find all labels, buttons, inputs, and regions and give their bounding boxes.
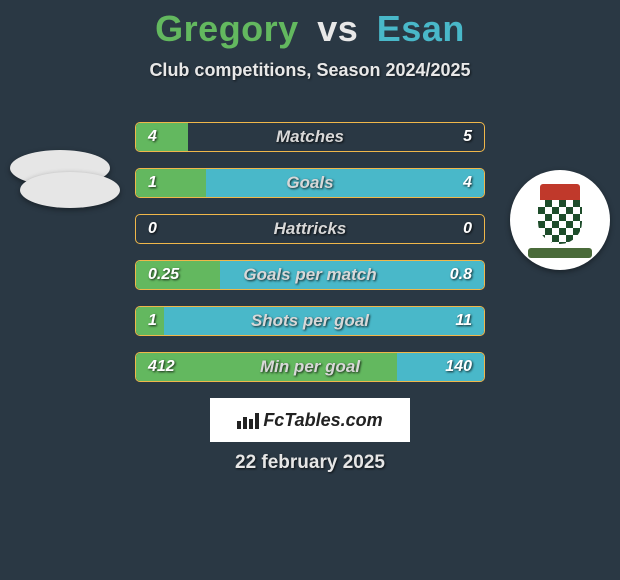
stat-right-value: 4 xyxy=(463,174,472,192)
stat-row: 0.25Goals per match0.8 xyxy=(135,260,485,290)
stat-label: Hattricks xyxy=(136,219,484,239)
fctables-chart-icon xyxy=(237,411,259,429)
stat-row: 4Matches5 xyxy=(135,122,485,152)
stat-right-value: 0 xyxy=(463,220,472,238)
player1-name: Gregory xyxy=(155,8,299,49)
stat-label: Min per goal xyxy=(136,357,484,377)
stat-row: 1Shots per goal11 xyxy=(135,306,485,336)
stat-row: 1Goals4 xyxy=(135,168,485,198)
stats-bars: 4Matches51Goals40Hattricks00.25Goals per… xyxy=(135,122,485,398)
stat-row: 0Hattricks0 xyxy=(135,214,485,244)
comparison-title: Gregory vs Esan xyxy=(0,0,620,50)
stat-right-value: 140 xyxy=(445,358,472,376)
player1-badge xyxy=(10,118,110,218)
stat-right-value: 5 xyxy=(463,128,472,146)
date-label: 22 february 2025 xyxy=(0,452,620,474)
stat-right-value: 11 xyxy=(455,312,472,330)
stat-label: Goals xyxy=(136,173,484,193)
player2-badge xyxy=(510,170,610,270)
stat-right-value: 0.8 xyxy=(450,266,472,284)
placeholder-icon xyxy=(20,172,120,208)
vs-separator: vs xyxy=(317,8,358,49)
player2-name: Esan xyxy=(377,8,465,49)
stat-row: 412Min per goal140 xyxy=(135,352,485,382)
subtitle: Club competitions, Season 2024/2025 xyxy=(0,60,620,81)
brand-box: FcTables.com xyxy=(210,398,410,442)
brand-text: FcTables.com xyxy=(263,410,382,431)
stat-label: Goals per match xyxy=(136,265,484,285)
stat-label: Matches xyxy=(136,127,484,147)
club-crest-icon xyxy=(510,170,610,270)
stat-label: Shots per goal xyxy=(136,311,484,331)
